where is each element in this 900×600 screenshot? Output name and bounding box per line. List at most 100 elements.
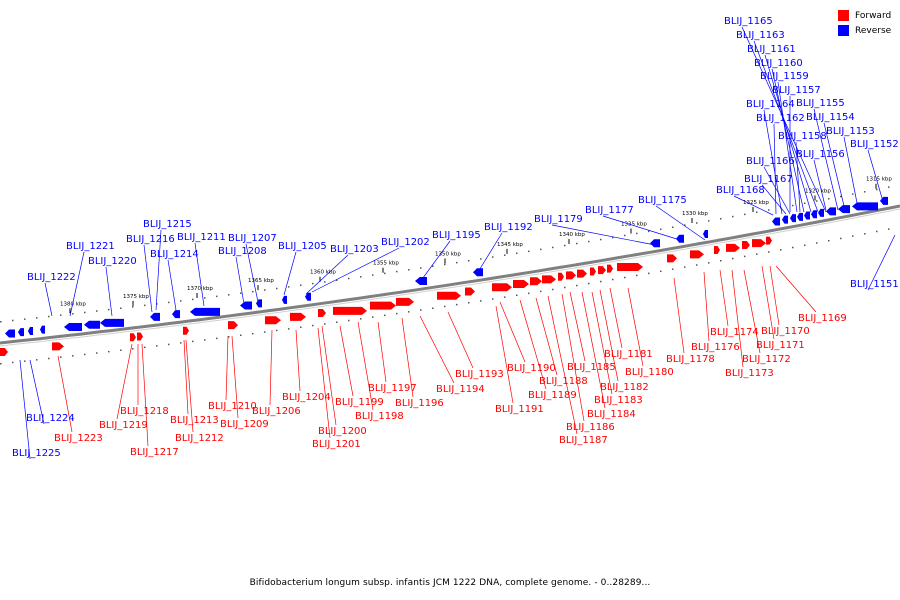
- reverse-gene-arrow[interactable]: [84, 320, 100, 329]
- gene-label[interactable]: BLIJ_1198: [355, 411, 404, 422]
- gene-label[interactable]: BLIJ_1218: [120, 406, 169, 417]
- gene-label[interactable]: BLIJ_1169: [798, 313, 847, 324]
- gene-label[interactable]: BLIJ_1223: [54, 433, 103, 444]
- gene-label[interactable]: BLIJ_1199: [335, 397, 384, 408]
- gene-label[interactable]: BLIJ_1181: [604, 349, 653, 360]
- reverse-gene-arrow[interactable]: [172, 310, 180, 319]
- gene-label[interactable]: BLIJ_1163: [736, 30, 785, 41]
- gene-label[interactable]: BLIJ_1172: [742, 354, 791, 365]
- forward-gene-arrow[interactable]: [183, 326, 189, 335]
- gene-label[interactable]: BLIJ_1193: [455, 369, 504, 380]
- gene-label[interactable]: BLIJ_1214: [150, 249, 199, 260]
- gene-label[interactable]: BLIJ_1204: [282, 392, 331, 403]
- gene-label[interactable]: BLIJ_1154: [806, 112, 855, 123]
- reverse-gene-arrow[interactable]: [818, 208, 824, 217]
- forward-gene-arrow[interactable]: [607, 264, 613, 273]
- gene-label[interactable]: BLIJ_1206: [252, 406, 301, 417]
- reverse-gene-arrow[interactable]: [40, 325, 45, 334]
- forward-gene-arrow[interactable]: [437, 291, 461, 300]
- reverse-gene-arrow[interactable]: [703, 230, 708, 239]
- reverse-gene-arrow[interactable]: [880, 196, 888, 205]
- gene-label[interactable]: BLIJ_1220: [88, 256, 137, 267]
- gene-label[interactable]: BLIJ_1208: [218, 246, 267, 257]
- reverse-gene-arrow[interactable]: [838, 205, 850, 214]
- gene-label[interactable]: BLIJ_1175: [638, 195, 687, 206]
- gene-label[interactable]: BLIJ_1158: [778, 131, 827, 142]
- forward-gene-arrow[interactable]: [598, 266, 606, 275]
- forward-gene-arrow[interactable]: [0, 348, 8, 356]
- forward-gene-arrow[interactable]: [513, 279, 529, 288]
- gene-label[interactable]: BLIJ_1165: [724, 16, 773, 27]
- forward-gene-arrow[interactable]: [667, 254, 677, 263]
- forward-gene-arrow[interactable]: [752, 239, 766, 248]
- gene-label[interactable]: BLIJ_1212: [175, 433, 224, 444]
- gene-label[interactable]: BLIJ_1209: [220, 419, 269, 430]
- gene-label[interactable]: BLIJ_1180: [625, 367, 674, 378]
- gene-label[interactable]: BLIJ_1205: [278, 241, 327, 252]
- forward-gene-arrow[interactable]: [333, 306, 367, 315]
- forward-gene-arrow[interactable]: [52, 342, 64, 351]
- forward-gene-arrow[interactable]: [137, 332, 143, 341]
- reverse-gene-arrow[interactable]: [240, 301, 252, 310]
- forward-gene-arrow[interactable]: [714, 246, 720, 255]
- forward-gene-arrow[interactable]: [370, 301, 396, 310]
- reverse-gene-arrow[interactable]: [305, 292, 311, 301]
- forward-gene-arrow[interactable]: [690, 250, 704, 259]
- gene-label[interactable]: BLIJ_1201: [312, 439, 361, 450]
- gene-label[interactable]: BLIJ_1171: [756, 340, 805, 351]
- gene-label[interactable]: BLIJ_1162: [756, 113, 805, 124]
- gene-label[interactable]: BLIJ_1192: [484, 222, 533, 233]
- gene-label[interactable]: BLIJ_1182: [600, 382, 649, 393]
- gene-label[interactable]: BLIJ_1155: [796, 98, 845, 109]
- forward-gene-arrow[interactable]: [617, 262, 643, 271]
- gene-label[interactable]: BLIJ_1215: [143, 219, 192, 230]
- gene-label[interactable]: BLIJ_1160: [754, 58, 803, 69]
- gene-label[interactable]: BLIJ_1203: [330, 244, 379, 255]
- reverse-gene-arrow[interactable]: [5, 329, 15, 338]
- forward-gene-arrow[interactable]: [318, 308, 326, 317]
- forward-gene-arrow[interactable]: [530, 277, 542, 286]
- gene-label[interactable]: BLIJ_1196: [395, 398, 444, 409]
- reverse-gene-arrow[interactable]: [473, 268, 483, 277]
- gene-label[interactable]: BLIJ_1213: [170, 415, 219, 426]
- reverse-gene-arrow[interactable]: [100, 318, 124, 327]
- forward-gene-arrow[interactable]: [742, 240, 750, 249]
- gene-label[interactable]: BLIJ_1217: [130, 447, 179, 458]
- reverse-gene-arrow[interactable]: [282, 295, 287, 304]
- gene-label[interactable]: BLIJ_1200: [318, 426, 367, 437]
- gene-label[interactable]: BLIJ_1157: [772, 85, 821, 96]
- forward-gene-arrow[interactable]: [590, 267, 596, 276]
- reverse-gene-arrow[interactable]: [811, 210, 817, 219]
- forward-gene-arrow[interactable]: [558, 272, 564, 281]
- gene-label[interactable]: BLIJ_1164: [746, 99, 795, 110]
- gene-label[interactable]: BLIJ_1194: [436, 384, 485, 395]
- gene-label[interactable]: BLIJ_1168: [716, 185, 765, 196]
- reverse-gene-arrow[interactable]: [190, 307, 220, 316]
- gene-label[interactable]: BLIJ_1178: [666, 354, 715, 365]
- reverse-gene-arrow[interactable]: [790, 214, 796, 223]
- gene-label[interactable]: BLIJ_1221: [66, 241, 115, 252]
- forward-gene-arrow[interactable]: [265, 316, 281, 325]
- forward-gene-arrow[interactable]: [465, 287, 475, 296]
- gene-label[interactable]: BLIJ_1184: [587, 409, 636, 420]
- gene-label[interactable]: BLIJ_1225: [12, 448, 61, 459]
- forward-gene-arrow[interactable]: [566, 271, 576, 280]
- forward-gene-arrow[interactable]: [766, 236, 772, 245]
- gene-label[interactable]: BLIJ_1224: [26, 413, 75, 424]
- gene-label[interactable]: BLIJ_1189: [528, 390, 577, 401]
- gene-label[interactable]: BLIJ_1176: [691, 342, 740, 353]
- gene-label[interactable]: BLIJ_1183: [594, 395, 643, 406]
- reverse-gene-arrow[interactable]: [852, 202, 878, 211]
- forward-gene-arrow[interactable]: [492, 283, 512, 292]
- gene-label[interactable]: BLIJ_1152: [850, 139, 899, 150]
- gene-label[interactable]: BLIJ_1190: [507, 363, 556, 374]
- forward-gene-arrow[interactable]: [130, 333, 136, 342]
- reverse-gene-arrow[interactable]: [150, 312, 160, 321]
- gene-label[interactable]: BLIJ_1161: [747, 44, 796, 55]
- gene-label[interactable]: BLIJ_1195: [432, 230, 481, 241]
- reverse-gene-arrow[interactable]: [782, 215, 788, 224]
- gene-label[interactable]: BLIJ_1173: [725, 368, 774, 379]
- forward-gene-arrow[interactable]: [726, 243, 740, 252]
- gene-label[interactable]: BLIJ_1174: [710, 327, 759, 338]
- reverse-gene-arrow[interactable]: [650, 239, 660, 248]
